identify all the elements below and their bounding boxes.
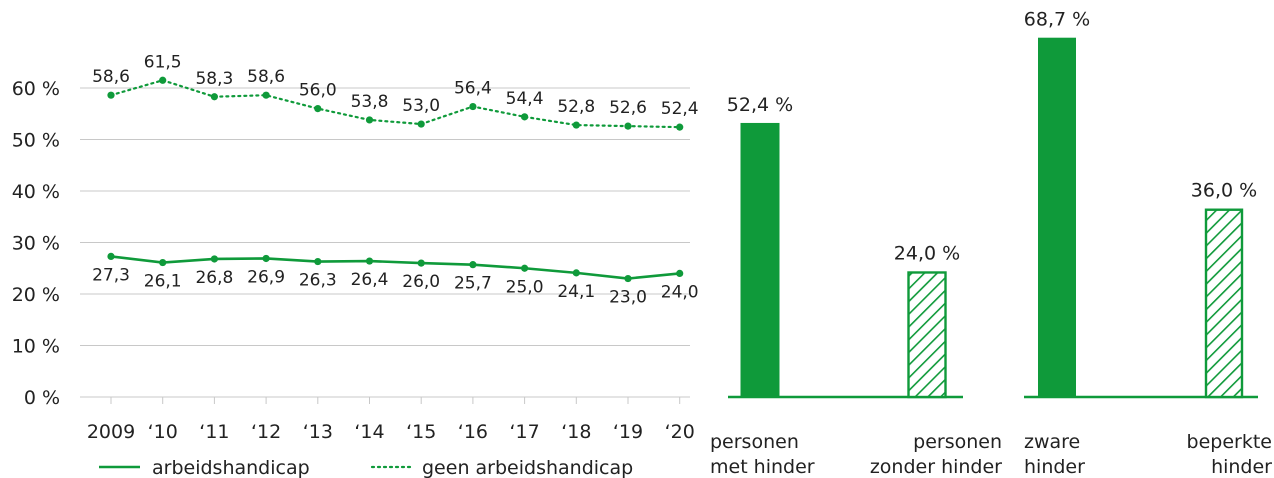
x-tick-label: ‘17 xyxy=(509,421,539,443)
data-label: 26,8 xyxy=(195,268,233,288)
data-point xyxy=(262,91,270,99)
x-tick-label: ‘12 xyxy=(251,421,281,443)
category-label: met hinder xyxy=(710,456,815,478)
category-label: hinder xyxy=(1024,456,1085,478)
legend: arbeidshandicap geen arbeidshandicap xyxy=(99,457,633,478)
data-point xyxy=(572,121,580,129)
data-point xyxy=(159,258,167,267)
data-label: 26,3 xyxy=(299,271,337,291)
y-tick-label: 40 % xyxy=(12,181,60,203)
y-tick-label: 30 % xyxy=(12,233,60,255)
x-tick-label: ‘19 xyxy=(613,421,643,443)
x-tick-label: ‘16 xyxy=(458,421,488,443)
data-point xyxy=(107,252,115,261)
line-chart-axis: 0 % 10 % 20 % 30 % 40 % 50 % 60 % 2009 ‘10 ‘11 ‘12… xyxy=(12,78,695,443)
bar xyxy=(907,271,947,399)
category-label: hinder xyxy=(1211,456,1272,478)
category-label: beperkte xyxy=(1187,431,1272,453)
series-line-1 xyxy=(110,255,680,280)
y-tick-label: 60 % xyxy=(12,78,60,100)
category-label: zware xyxy=(1024,431,1080,453)
line-chart-series: 27,3 26,1 26,8 26,9 26,3 26,4 26,0 25,7 25,0 24,1… xyxy=(92,52,699,307)
data-point xyxy=(521,264,529,272)
data-label: 54,4 xyxy=(506,89,544,109)
data-label: 53,0 xyxy=(402,96,440,116)
bar xyxy=(1038,37,1076,397)
y-tick-label: 10 % xyxy=(12,336,60,358)
bar-chart-hinder: 52,4 % personen met hinder 24,0 % personen zo… xyxy=(710,94,1002,478)
data-label: 26,4 xyxy=(351,270,389,290)
data-label: 24,1 xyxy=(557,282,595,302)
x-tick-label: ‘15 xyxy=(406,421,436,443)
data-point xyxy=(469,102,477,111)
data-label: 25,0 xyxy=(506,277,544,297)
data-label: 56,4 xyxy=(454,79,492,99)
y-tick-label: 0 % xyxy=(24,387,60,409)
category-label: personen xyxy=(913,431,1002,453)
data-point xyxy=(365,257,374,265)
data-label: 58,6 xyxy=(247,67,285,87)
bar-value-label: 24,0 % xyxy=(894,242,960,264)
series-line-2 xyxy=(109,79,681,129)
data-point xyxy=(676,123,684,131)
data-label: 52,8 xyxy=(557,97,595,117)
x-tick-label: ‘20 xyxy=(665,421,695,443)
data-label: 27,3 xyxy=(92,265,130,285)
data-point xyxy=(417,120,425,128)
data-point xyxy=(365,116,374,124)
data-point xyxy=(210,93,218,101)
data-point xyxy=(314,105,322,113)
x-tick-label: ‘10 xyxy=(148,421,178,443)
data-label: 23,0 xyxy=(609,288,647,308)
line-chart-grid xyxy=(80,87,690,398)
legend-label: geen arbeidshandicap xyxy=(422,457,633,478)
data-label: 58,3 xyxy=(195,69,233,89)
data-point xyxy=(107,91,115,99)
data-point xyxy=(159,76,167,84)
data-label: 24,0 xyxy=(661,282,699,302)
data-label: 53,8 xyxy=(351,92,389,112)
data-point xyxy=(469,261,477,269)
data-point xyxy=(572,269,580,277)
data-label: 25,7 xyxy=(454,274,492,294)
category-label: zonder hinder xyxy=(870,456,1002,478)
data-point xyxy=(624,274,632,283)
bar-value-label: 52,4 % xyxy=(727,94,793,116)
bar xyxy=(740,122,780,397)
data-label: 61,5 xyxy=(144,52,182,72)
data-point xyxy=(624,122,632,130)
data-label: 52,6 xyxy=(609,98,647,118)
data-label: 52,4 xyxy=(661,99,699,119)
y-tick-label: 50 % xyxy=(12,130,60,152)
data-label: 58,6 xyxy=(92,67,130,87)
bar-value-label: 68,7 % xyxy=(1024,9,1090,31)
bar xyxy=(1204,208,1244,399)
data-label: 26,0 xyxy=(402,272,440,292)
data-label: 26,1 xyxy=(144,272,182,292)
data-point xyxy=(417,259,425,267)
data-point xyxy=(676,269,684,277)
legend-label: arbeidshandicap xyxy=(152,457,310,478)
x-tick-label: ‘13 xyxy=(303,421,333,443)
data-label: 26,9 xyxy=(247,267,285,287)
x-tick-label: ‘18 xyxy=(561,421,591,443)
data-point xyxy=(262,254,270,263)
data-label: 56,0 xyxy=(299,81,337,101)
y-tick-label: 20 % xyxy=(12,284,60,306)
bar-chart-severity: 68,7 % zware hinder 36,0 % beperkte hinder xyxy=(1024,9,1272,478)
x-tick-label: ‘11 xyxy=(199,421,229,443)
bar-value-label: 36,0 % xyxy=(1191,180,1257,202)
data-point xyxy=(521,113,529,121)
data-point xyxy=(210,255,218,263)
data-point xyxy=(314,257,322,266)
x-tick-label: ‘14 xyxy=(354,421,384,443)
x-tick-label: 2009 xyxy=(87,421,135,443)
category-label: personen xyxy=(710,431,799,453)
